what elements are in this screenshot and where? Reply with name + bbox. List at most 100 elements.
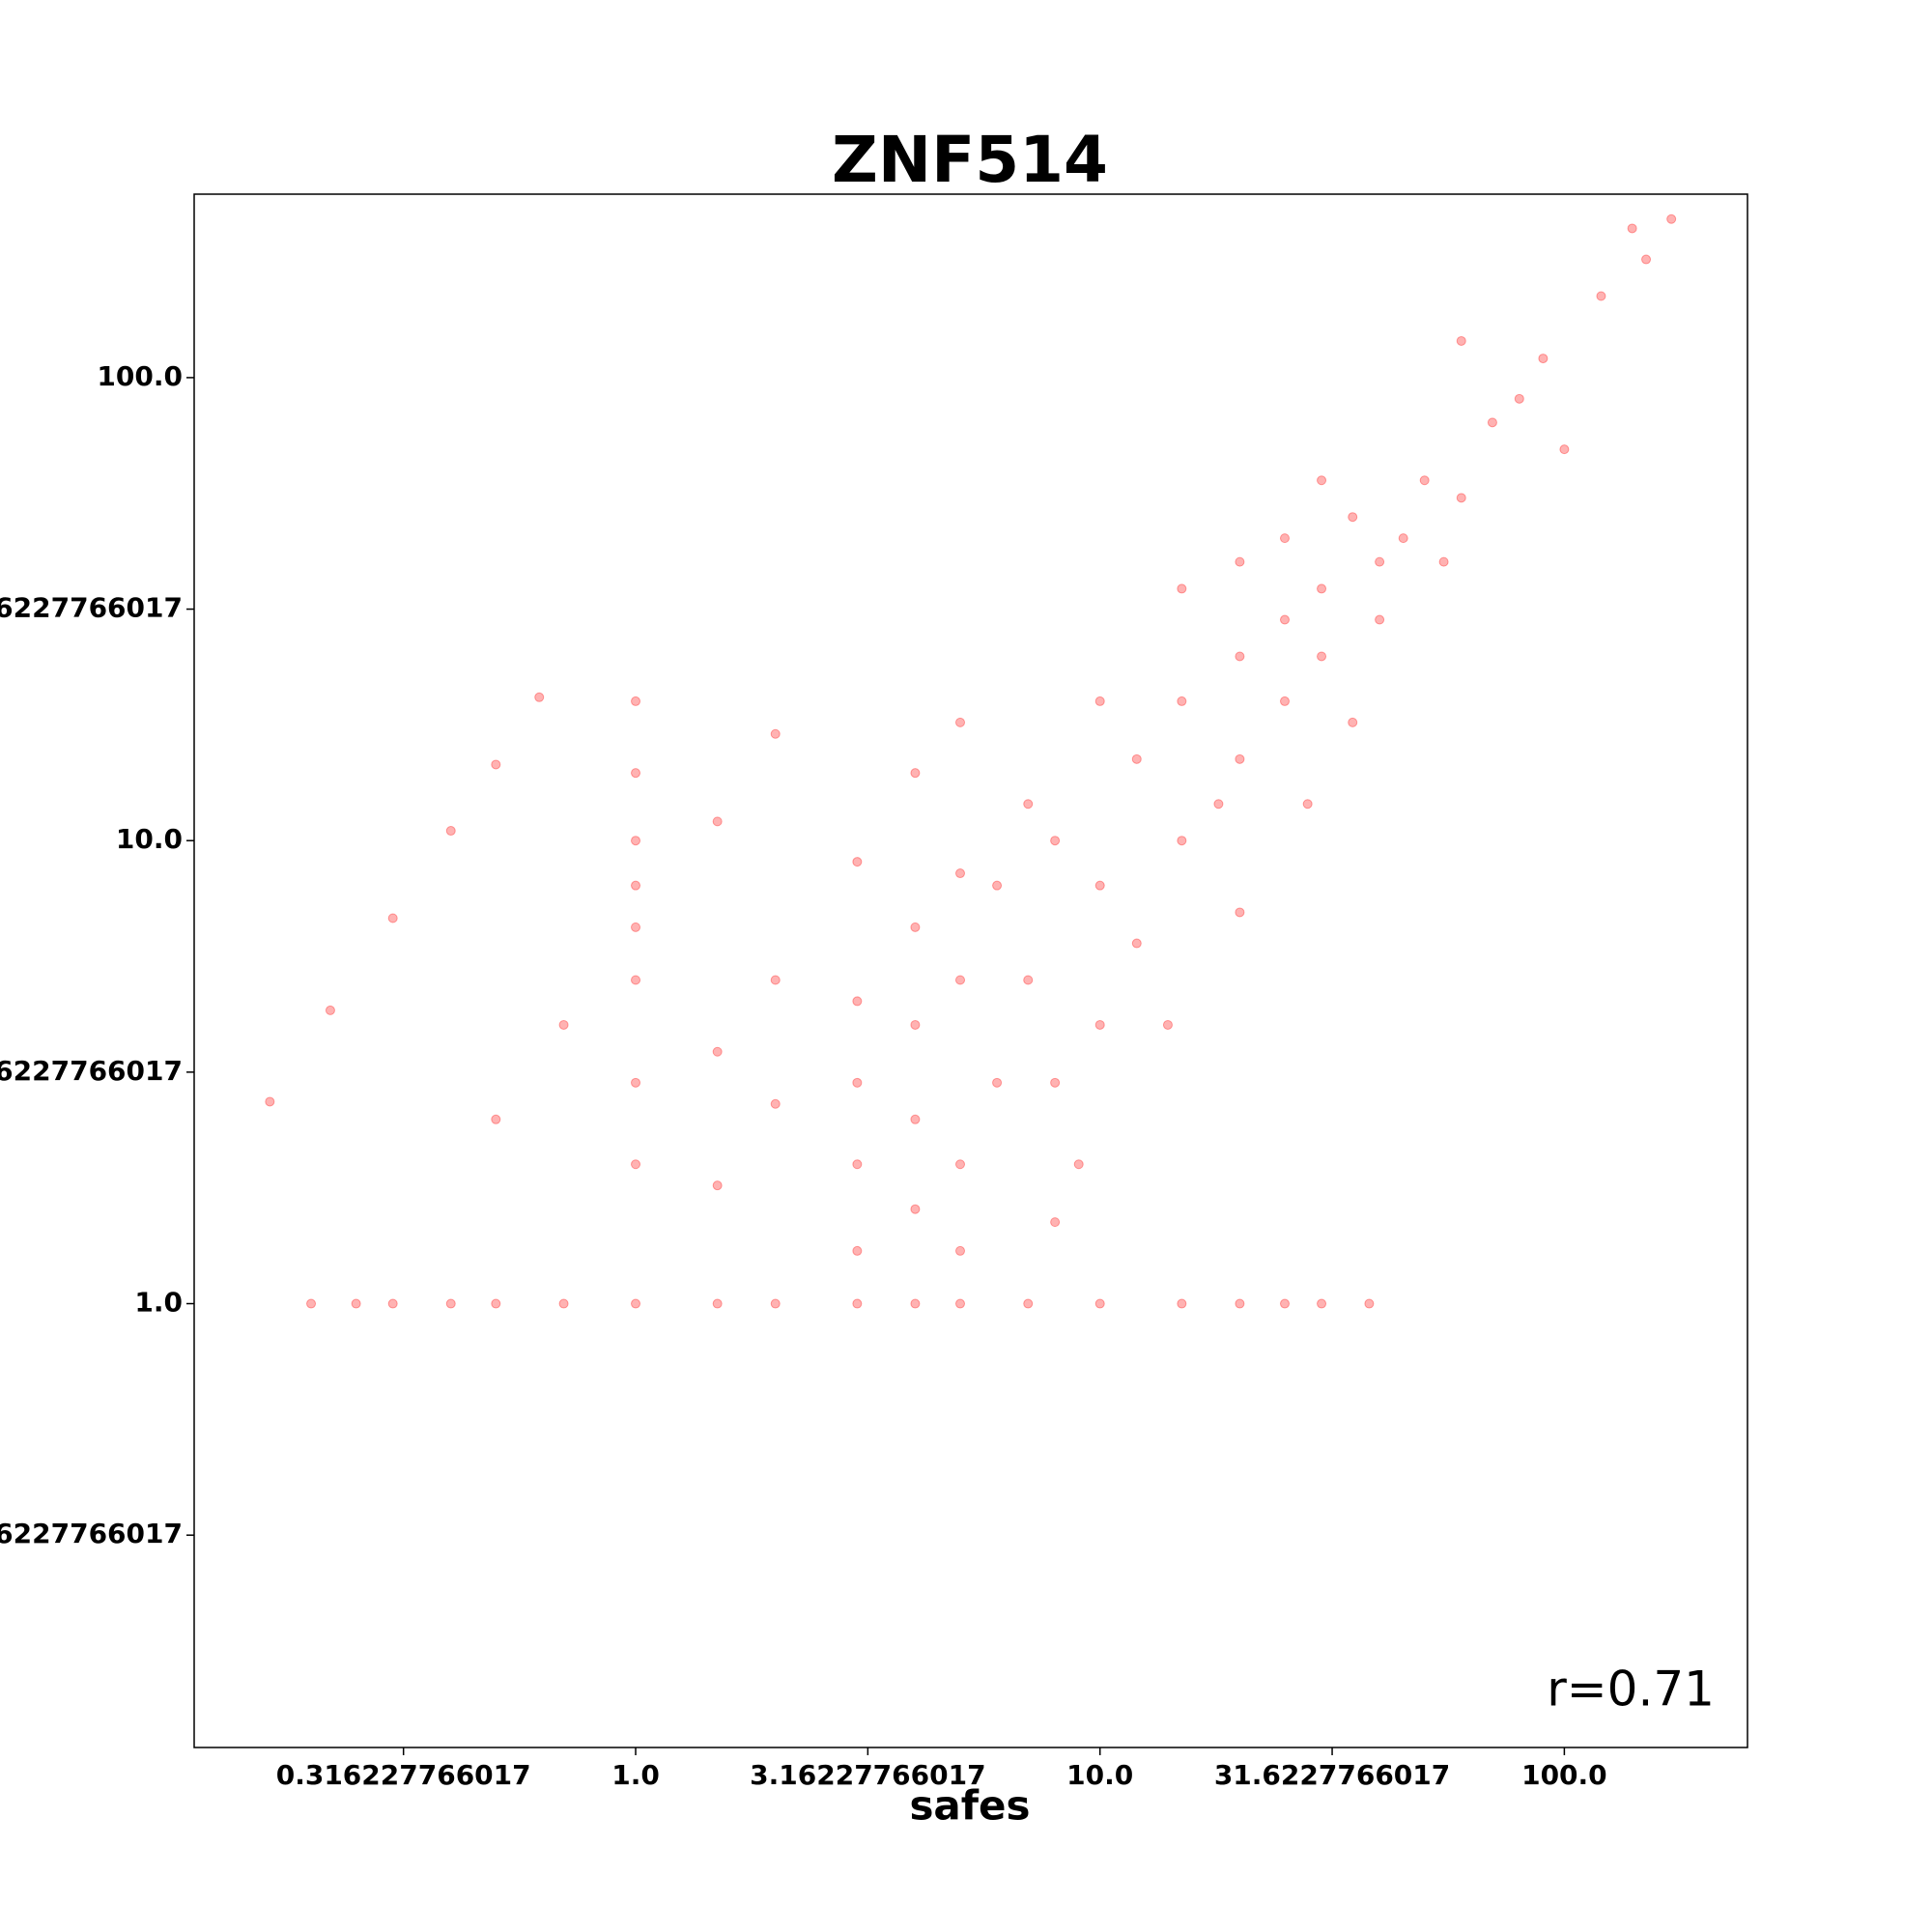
point [631, 975, 641, 985]
point [1317, 1298, 1327, 1309]
point [631, 836, 641, 846]
point [712, 816, 723, 827]
point [770, 728, 781, 739]
point [1050, 1217, 1061, 1228]
point [1213, 799, 1224, 810]
point [1131, 753, 1142, 764]
point [1487, 417, 1497, 428]
point [1279, 533, 1290, 544]
point [534, 692, 545, 702]
annotation: r=0.71 [1547, 1662, 1715, 1718]
point [1177, 583, 1187, 594]
point [1177, 1298, 1187, 1309]
point [1279, 614, 1290, 625]
x-tick-label: 10.0 [1066, 1759, 1133, 1791]
y-tick-label: 31.6227766017 [0, 592, 183, 624]
chart-title: ZNF514 [832, 123, 1108, 197]
point [852, 1298, 863, 1309]
point [1456, 493, 1466, 503]
point [992, 880, 1003, 891]
point [1162, 1019, 1173, 1030]
point [852, 857, 863, 867]
point [1235, 1298, 1245, 1309]
point [387, 913, 398, 923]
x-axis-label: safes [909, 1782, 1030, 1830]
point [852, 1245, 863, 1256]
point [1348, 512, 1358, 523]
point [992, 1077, 1003, 1088]
point [910, 768, 921, 779]
point [631, 696, 641, 706]
point [1419, 475, 1430, 486]
point [1514, 393, 1524, 404]
point [1559, 444, 1570, 455]
point [1094, 1298, 1105, 1309]
point [1596, 291, 1606, 301]
point [1438, 556, 1449, 567]
point [265, 1096, 275, 1107]
point [712, 1298, 723, 1309]
point [491, 759, 501, 770]
point [852, 996, 863, 1007]
point [1094, 880, 1105, 891]
point [1235, 753, 1245, 764]
point [491, 1298, 501, 1309]
y-tick-label: 1.0 [134, 1287, 183, 1319]
point [1279, 696, 1290, 706]
point [306, 1298, 317, 1309]
point [1131, 938, 1142, 949]
point [1627, 223, 1637, 234]
point [1364, 1298, 1375, 1309]
point [1235, 907, 1245, 918]
point [1641, 254, 1652, 265]
point [1177, 696, 1187, 706]
point [491, 1114, 501, 1124]
point [1023, 799, 1034, 810]
point [1094, 696, 1105, 706]
point [558, 1298, 569, 1309]
point [955, 1298, 966, 1309]
point [1023, 1298, 1034, 1309]
x-tick-label: 0.316227766017 [276, 1759, 531, 1791]
point [1666, 213, 1677, 224]
point [445, 1298, 456, 1309]
point [1177, 836, 1187, 846]
point [387, 1298, 398, 1309]
y-tick-label: 10.0 [116, 823, 183, 855]
y-tick-label: 0.316227766017 [0, 1518, 183, 1549]
point [770, 975, 781, 985]
point [1538, 354, 1548, 364]
point [1279, 1298, 1290, 1309]
point [955, 717, 966, 727]
plot-frame [193, 193, 1748, 1748]
point [1235, 651, 1245, 662]
point [1456, 335, 1466, 346]
point [1302, 799, 1313, 810]
point [351, 1298, 361, 1309]
point [1235, 556, 1245, 567]
point [445, 826, 456, 837]
point [1317, 475, 1327, 486]
point [1317, 651, 1327, 662]
point [631, 880, 641, 891]
point [631, 1298, 641, 1309]
x-tick-label: 100.0 [1521, 1759, 1607, 1791]
point [1073, 1159, 1084, 1170]
point [955, 975, 966, 985]
point [1094, 1019, 1105, 1030]
point [1050, 1077, 1061, 1088]
point [955, 868, 966, 879]
point [631, 1159, 641, 1170]
point [770, 1098, 781, 1109]
point [631, 768, 641, 779]
point [631, 922, 641, 932]
point [1375, 614, 1385, 625]
point [955, 1159, 966, 1170]
x-tick-label: 1.0 [611, 1759, 660, 1791]
y-tick-label: 100.0 [97, 360, 183, 392]
y-tick-label: 3.16227766017 [0, 1055, 183, 1087]
point [910, 1019, 921, 1030]
point [910, 1298, 921, 1309]
point [910, 1204, 921, 1214]
point [1398, 533, 1408, 544]
